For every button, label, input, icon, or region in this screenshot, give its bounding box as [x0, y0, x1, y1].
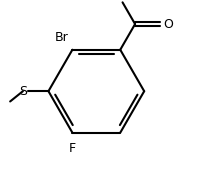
- Text: Br: Br: [55, 31, 69, 44]
- Text: F: F: [69, 142, 76, 155]
- Text: S: S: [19, 85, 27, 98]
- Text: O: O: [163, 18, 173, 31]
